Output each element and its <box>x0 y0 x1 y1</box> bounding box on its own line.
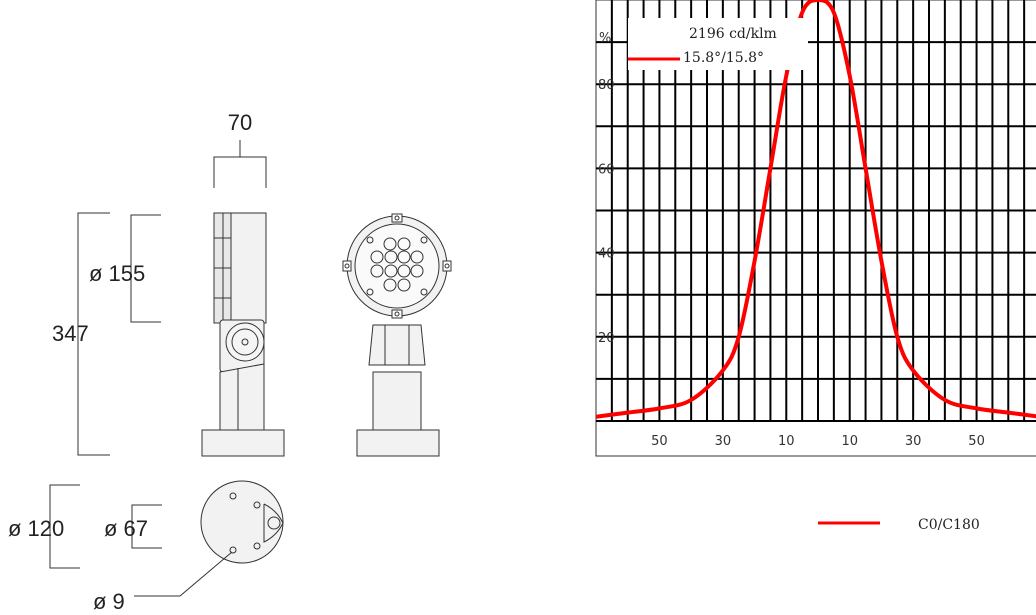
width-dimension-label: 70 <box>228 110 252 135</box>
y-tick-label: 40 <box>598 247 615 262</box>
x-tick-label: 50 <box>968 434 985 449</box>
height-dimension-label: 347 <box>52 321 89 346</box>
base-diameter-dimension-line <box>49 484 80 569</box>
hole-diameter-label: ø 9 <box>93 589 125 614</box>
side-view <box>201 212 285 457</box>
tick-labels: 50 30 10 10 30 50 20 40 60 80 <box>598 78 985 449</box>
technical-drawing: 70 347 ø 155 <box>8 110 452 614</box>
chart-frame <box>595 0 1036 457</box>
front-view <box>342 213 452 457</box>
led-array <box>370 237 424 292</box>
legend-label: C0/C180 <box>918 517 980 533</box>
inner-diameter-dimension-line <box>131 504 162 549</box>
x-tick-label: 10 <box>778 434 795 449</box>
y-tick-label: 20 <box>598 331 615 346</box>
distribution-curve <box>595 0 1036 419</box>
head-diameter-label: ø 155 <box>89 261 145 286</box>
light-distribution-chart: 50 30 10 10 30 50 20 40 60 80 % 2196 cd/klm 15.8°… <box>595 0 1036 533</box>
y-tick-label: 60 <box>598 162 615 177</box>
width-dimension-line <box>213 140 267 188</box>
hole-leader-line <box>134 551 233 597</box>
inner-diameter-label: ø 67 <box>104 516 148 541</box>
beam-angle-annotation: 15.8°/15.8° <box>683 50 764 66</box>
head-diameter-dimension-line <box>130 214 161 323</box>
height-dimension-line <box>77 212 110 456</box>
y-tick-label: 80 <box>598 78 615 93</box>
base-top-view <box>134 480 284 597</box>
y-axis-unit-label: % <box>599 31 611 46</box>
x-tick-label: 50 <box>651 434 668 449</box>
intensity-annotation: 2196 cd/klm <box>689 26 777 42</box>
x-tick-label: 10 <box>841 434 858 449</box>
base-diameter-label: ø 120 <box>8 516 64 541</box>
annotation-box <box>628 18 808 70</box>
x-tick-label: 30 <box>905 434 922 449</box>
x-tick-label: 30 <box>715 434 732 449</box>
